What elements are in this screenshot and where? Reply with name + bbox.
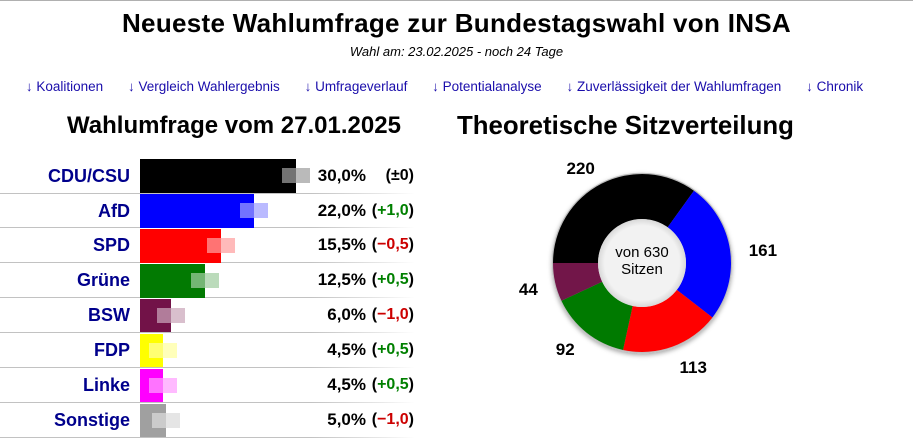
svg-text:von 630: von 630 bbox=[615, 244, 668, 261]
svg-text:Sitzen: Sitzen bbox=[621, 261, 663, 278]
